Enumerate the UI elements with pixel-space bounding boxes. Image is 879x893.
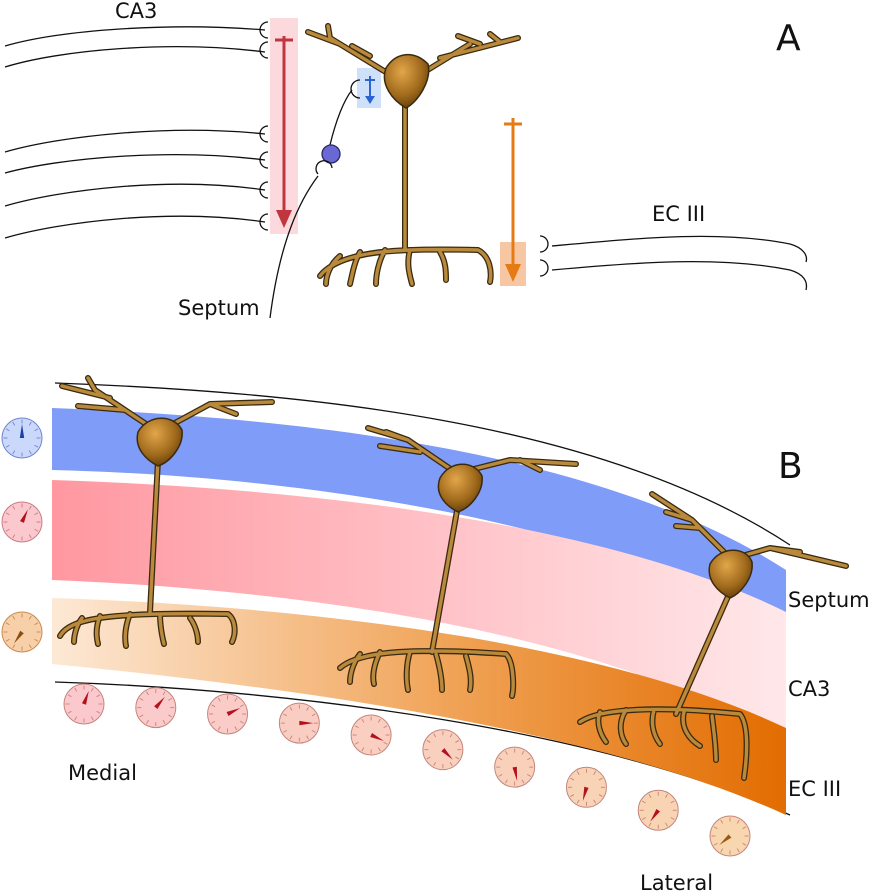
gradient-phase-dial [207, 693, 249, 735]
gradient-phase-dial [278, 702, 320, 744]
pyramidal-neuron-b1 [57, 375, 275, 649]
ec3-phase-dial [1, 611, 43, 653]
ec3-label: EC III [652, 202, 705, 226]
panel-a-letter: A [776, 18, 801, 59]
gradient-phase-dial [565, 766, 607, 808]
ec3-layer-band [52, 598, 786, 815]
panel-b-letter: B [778, 446, 803, 487]
septum-phase-dial [1, 417, 43, 459]
pyramidal-neuron-b2 [337, 425, 579, 699]
ca3-label: CA3 [115, 0, 157, 23]
pyramidal-neuron-a [305, 23, 521, 287]
septum-label-a: Septum [178, 296, 260, 320]
ca3-layer-band [52, 480, 786, 742]
ca3-axons [4, 21, 269, 239]
pyramidal-neuron-b3 [577, 491, 849, 781]
ca3-phase-dial [1, 501, 43, 543]
ec3-arrow [504, 118, 522, 282]
panel-b: B Septum CA3 EC III Medial Later [1, 375, 870, 893]
layer-phase-clocks [1, 417, 43, 653]
ca3-layer-label: CA3 [788, 677, 830, 701]
panel-a: A CA3 [4, 0, 808, 320]
gradient-phase-dial [709, 815, 751, 857]
gradient-phase-dial [63, 683, 105, 725]
ec3-axons [539, 235, 808, 291]
gradient-phase-dial [494, 746, 536, 788]
gradient-phase-dial [135, 687, 177, 729]
ca3-arrow [275, 36, 293, 228]
lateral-label: Lateral [640, 871, 713, 893]
septum-interneuron [269, 79, 361, 319]
ec3-layer-label: EC III [788, 777, 841, 801]
septum-layer-label: Septum [788, 588, 870, 612]
septum-arrow [365, 76, 375, 104]
gradient-phase-dial [350, 714, 392, 756]
gradient-phase-dial [422, 729, 464, 771]
septum-layer-band [52, 408, 786, 630]
medial-label: Medial [68, 761, 137, 785]
phase-gradient-clocks [63, 683, 751, 857]
upper-boundary-line [54, 382, 791, 546]
gradient-phase-dial [637, 789, 679, 831]
